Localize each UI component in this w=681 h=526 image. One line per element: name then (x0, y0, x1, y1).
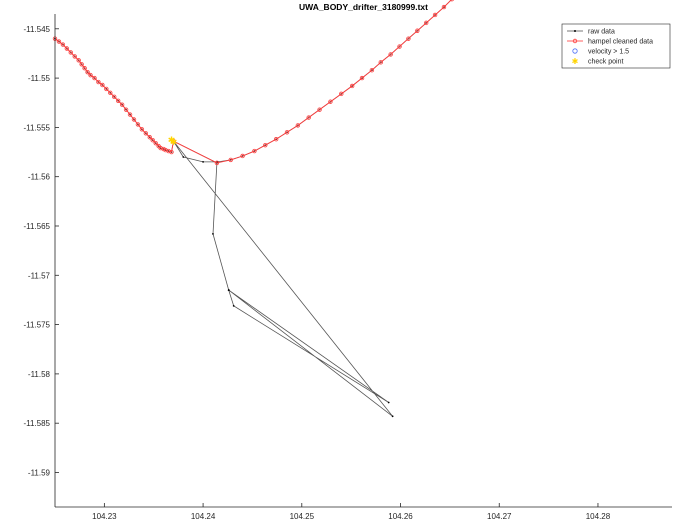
hampel-data-point (143, 131, 149, 136)
y-tick-label: -11.555 (23, 123, 50, 132)
raw-data-point (232, 304, 235, 307)
hampel-data-point (64, 46, 70, 51)
hampel-data-point (115, 98, 121, 103)
hampel-data-point (228, 157, 233, 163)
chart-title: UWA_BODY_drifter_3180999.txt (299, 2, 428, 12)
hampel-data-point (349, 83, 355, 89)
x-tick-label: 104.23 (92, 512, 117, 521)
raw-data-point (182, 156, 185, 158)
hampel-data-point (252, 148, 257, 154)
hampel-data-point (60, 42, 66, 47)
y-tick-label: -11.57 (28, 271, 51, 280)
legend-label: check point (588, 59, 623, 66)
y-tick-label: -11.58 (28, 370, 51, 379)
hampel-data-point (76, 58, 81, 63)
x-tick-label: 104.25 (290, 512, 315, 521)
hampel-data-point (131, 117, 137, 122)
hampel-data-point (406, 36, 411, 41)
hampel-data-point (108, 90, 113, 96)
hampel-data-point (284, 130, 290, 135)
hampel-data-point (263, 142, 268, 148)
hampel-data-point (423, 20, 429, 26)
hampel-data-point (369, 68, 375, 73)
raw-data-point (202, 161, 204, 163)
y-tick-label: -11.59 (28, 468, 51, 477)
check-point-marker: ✱ (170, 137, 178, 147)
series-check-point: ✱✱ (168, 135, 178, 147)
legend-label: velocity > 1.5 (588, 49, 629, 56)
series-layer: ✱✱ (52, 0, 454, 418)
legend-symbol (567, 30, 583, 32)
hampel-data-point (100, 82, 105, 88)
legend-label: raw data (588, 29, 615, 36)
hampel-data-point (171, 138, 176, 144)
hampel-data-point (104, 86, 109, 92)
hampel-data-point (339, 91, 344, 97)
hampel-data-point (432, 12, 438, 18)
hampel-data-point (449, 0, 454, 2)
legend-symbol: ✱ (572, 57, 579, 66)
hampel-data-point (123, 107, 129, 112)
hampel-data-point (415, 28, 420, 33)
hampel-data-point (56, 39, 62, 44)
raw-data-point (227, 289, 230, 291)
hampel-data-point (72, 54, 77, 59)
hampel-data-point (153, 140, 158, 146)
svg-text:✱: ✱ (572, 57, 579, 66)
hampel-data-point (96, 79, 101, 85)
legend: raw data hampel cleaned data velocity > 1.… (561, 23, 671, 69)
y-tick-label: -11.56 (28, 173, 51, 182)
hampel-data-point (397, 44, 402, 49)
hampel-data-point (88, 72, 93, 78)
x-tick-label: 104.24 (191, 512, 216, 521)
hampel-data-point (92, 75, 97, 81)
hampel-data-point (378, 60, 383, 65)
legend-label: hampel cleaned data (588, 39, 653, 46)
hampel-data-point (169, 149, 174, 155)
hampel-data-point (295, 123, 301, 128)
x-tick-label: 104.26 (388, 512, 413, 521)
y-tick-label: -11.545 (23, 25, 50, 34)
hampel-data-point (119, 102, 125, 107)
hampel-data-point (328, 99, 333, 104)
y-tick-label: -11.585 (23, 419, 50, 428)
hampel-data-point (82, 66, 87, 71)
hampel-data-point (150, 138, 155, 143)
hampel-data-point (112, 94, 117, 100)
x-tick-label: 104.28 (586, 512, 611, 521)
raw-data-point (212, 232, 214, 235)
y-tick-label: -11.575 (23, 321, 50, 330)
hampel-data-point (127, 112, 133, 117)
hampel-data-point (68, 50, 73, 55)
hampel-data-point (147, 135, 152, 140)
y-tick-label: -11.55 (28, 74, 51, 83)
hampel-data-point (273, 137, 279, 142)
check-point-marker: ✱ (168, 135, 176, 145)
y-tick-label: -11.565 (23, 222, 50, 231)
hampel-data-point (139, 127, 145, 132)
raw-data-point (391, 415, 394, 418)
plot-area (55, 14, 672, 507)
series-hampel-cleaned-data (52, 0, 454, 166)
hampel-data-point (214, 160, 220, 166)
legend-symbol (567, 38, 583, 44)
hampel-data-point (135, 122, 141, 127)
hampel-data-point (317, 107, 322, 112)
x-tick-label: 104.27 (487, 512, 512, 521)
hampel-data-point (79, 62, 84, 67)
hampel-data-point (306, 115, 311, 120)
hampel-data-point (441, 4, 447, 10)
axes-layer: 104.23 104.24 104.25 104.26 104.27 104.28 -11.… (23, 14, 672, 521)
hampel-data-point (240, 153, 245, 159)
legend-symbol (572, 48, 578, 54)
raw-data-point (387, 401, 390, 404)
hampel-data-point (85, 69, 90, 75)
hampel-data-point (388, 52, 393, 57)
hampel-data-point (359, 75, 365, 81)
